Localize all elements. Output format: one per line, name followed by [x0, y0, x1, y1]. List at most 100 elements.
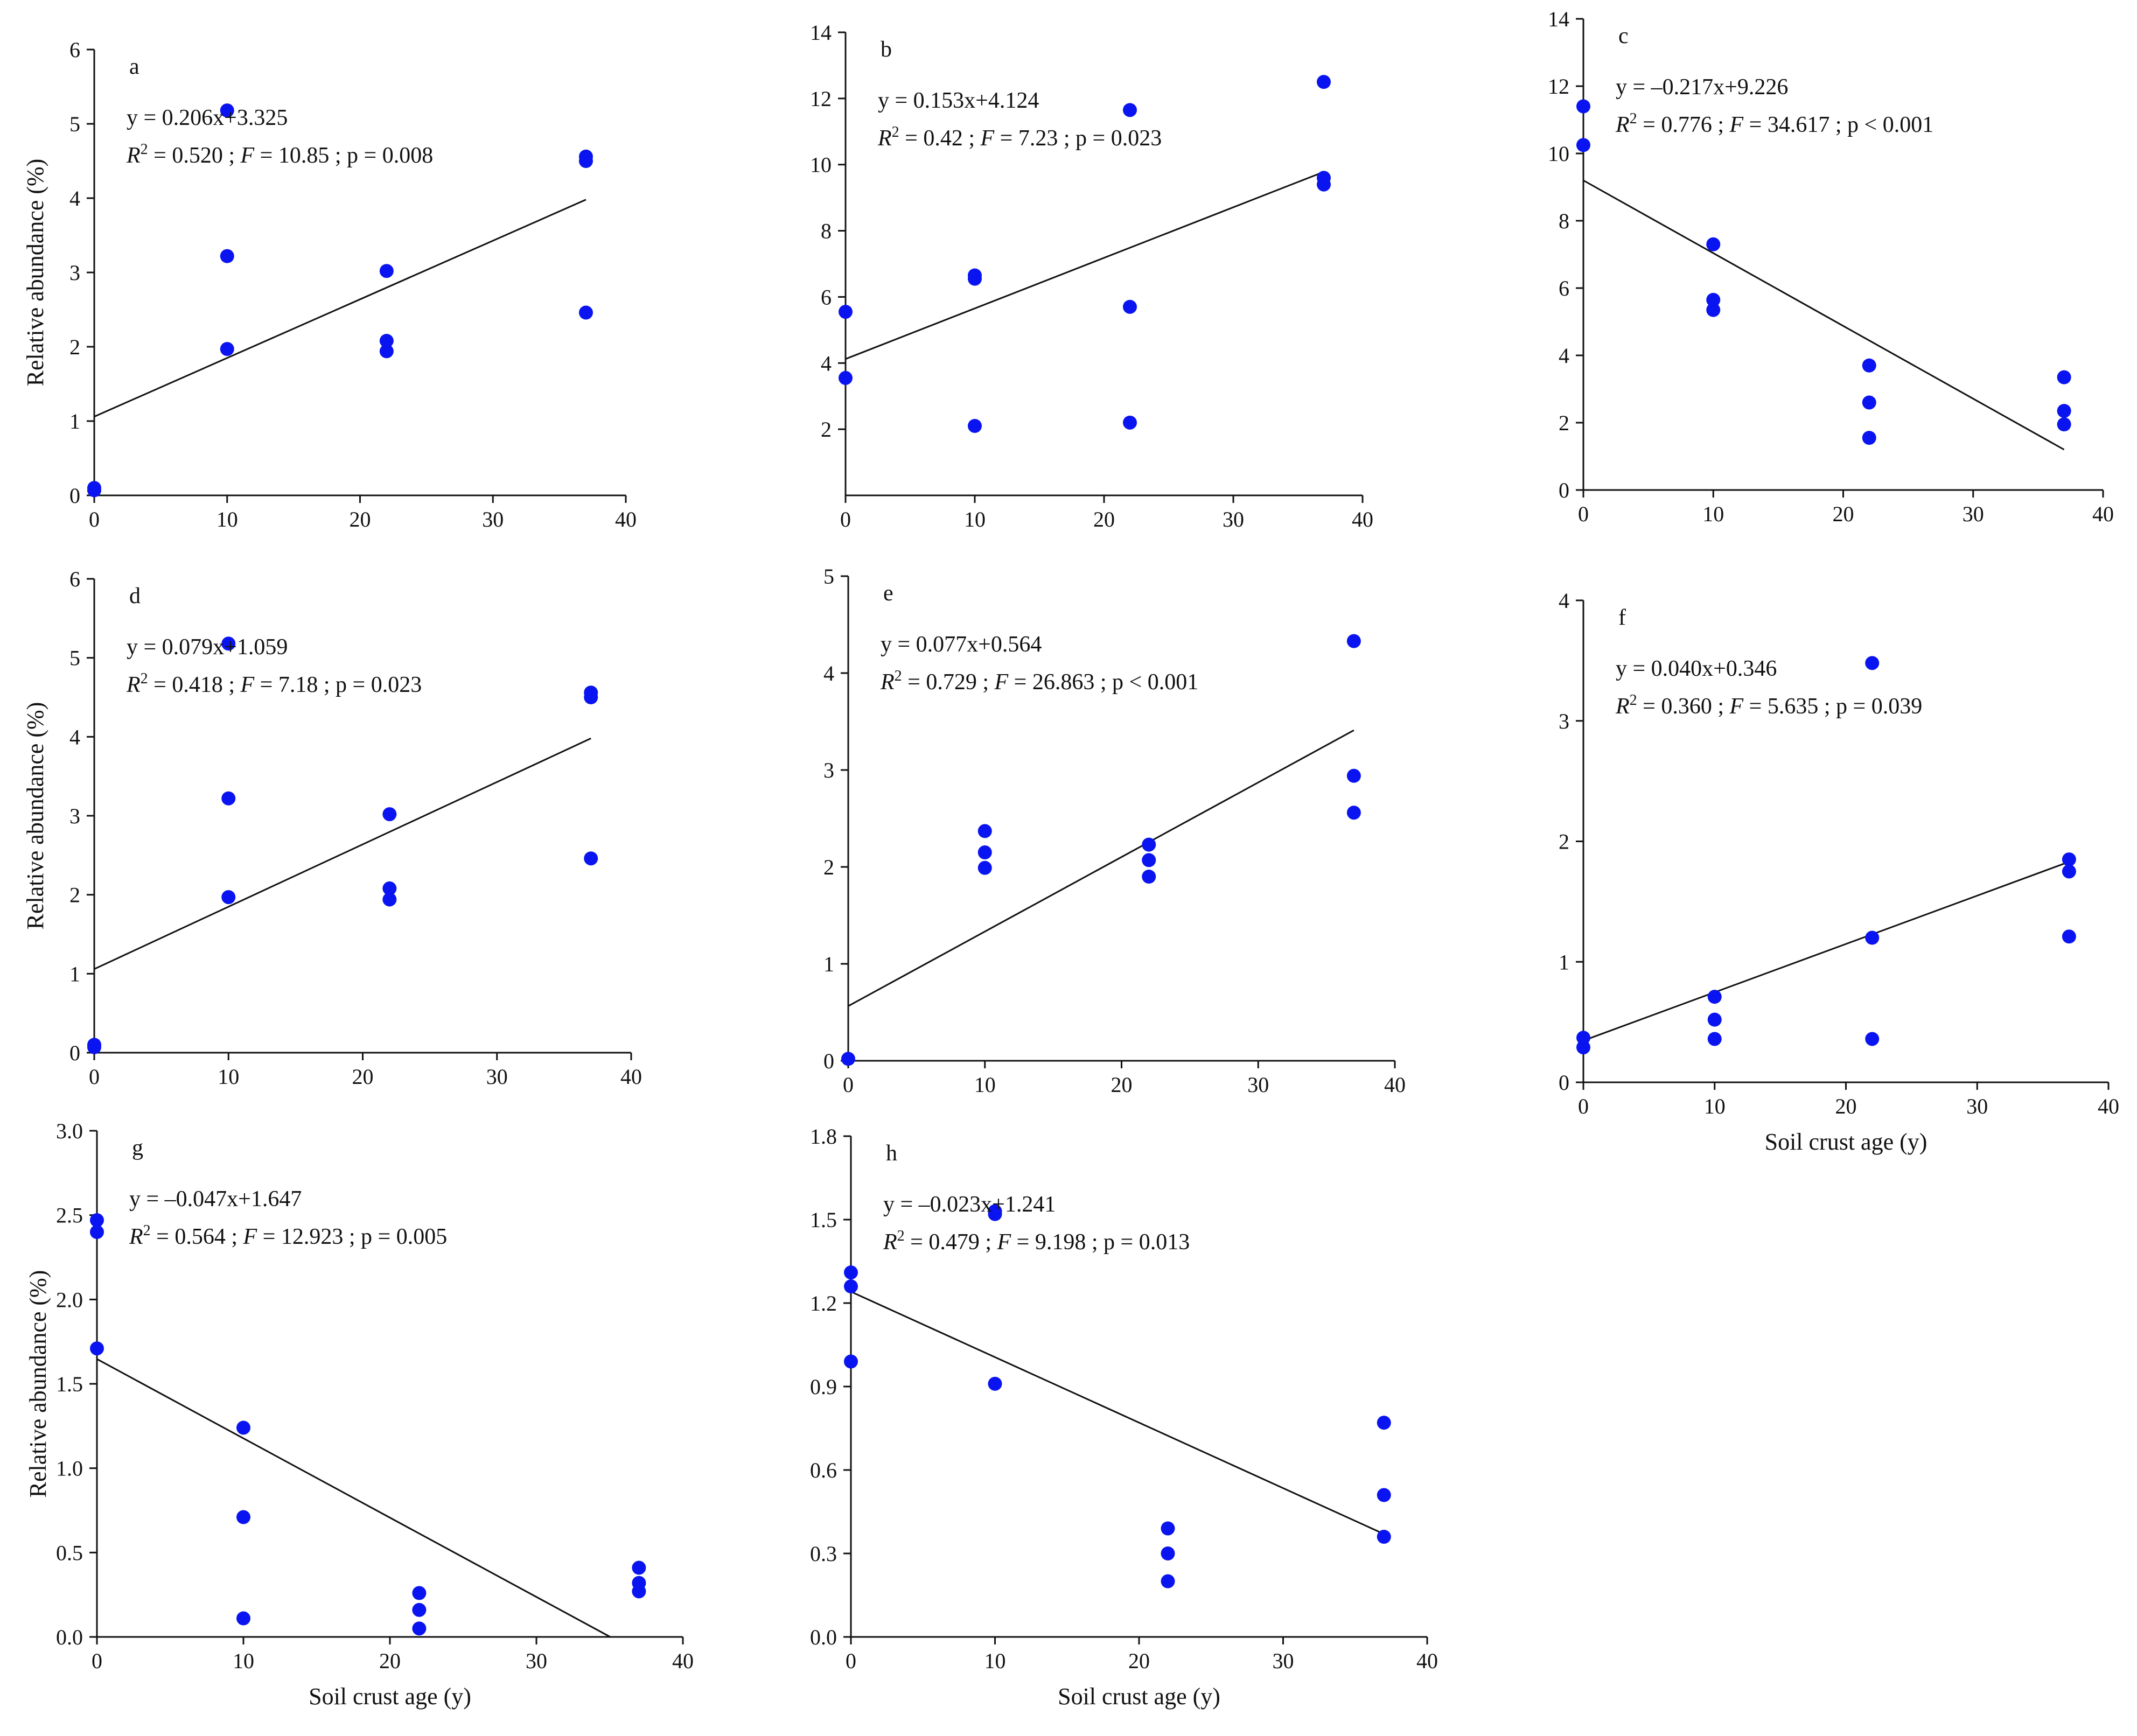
regression-stats: R2 = 0.42 ; F = 7.23 ; p = 0.023: [877, 124, 1162, 151]
regression-line: [94, 199, 586, 418]
data-point: [1123, 299, 1137, 314]
x-tick-label: 20: [1835, 1094, 1857, 1118]
x-tick-label: 10: [964, 507, 986, 531]
data-point: [1707, 1032, 1722, 1046]
data-point: [90, 1213, 104, 1228]
y-tick-label: 4: [821, 351, 832, 375]
data-point: [839, 305, 853, 319]
data-point: [1706, 303, 1721, 317]
y-tick-label: 1: [1559, 950, 1569, 974]
x-tick-label: 0: [89, 1065, 100, 1089]
y-tick-label: 14: [810, 20, 832, 45]
y-axis-title: Relative abundance (%): [22, 702, 48, 930]
data-point: [2062, 852, 2076, 867]
data-point: [578, 154, 593, 168]
data-point: [90, 1341, 104, 1356]
y-tick-label: 2: [1559, 411, 1569, 435]
y-tick-label: 8: [1559, 209, 1569, 233]
regression-line: [96, 1358, 611, 1638]
panel-letter: e: [883, 581, 893, 606]
data-point: [1706, 292, 1721, 307]
p-value: p = 0.023: [1076, 126, 1162, 151]
data-point: [632, 1560, 646, 1575]
x-axis-title: Soil crust age (y): [309, 1683, 471, 1710]
regression-equation: y = 0.040x+0.346: [1616, 656, 1777, 681]
data-point: [988, 1207, 1002, 1221]
p-value: p = 0.039: [1836, 694, 1922, 719]
regression-equation: y = –0.047x+1.647: [129, 1187, 302, 1212]
y-tick-label: 1.5: [56, 1372, 83, 1396]
y-tick-label: 1: [823, 952, 834, 976]
panel-letter: h: [886, 1141, 897, 1166]
x-tick-label: 30: [1963, 502, 1984, 526]
y-tick-label: 0: [69, 1041, 80, 1065]
x-tick-label: 30: [486, 1065, 508, 1089]
y-tick-label: 12: [1548, 74, 1569, 99]
y-tick-label: 3: [69, 804, 80, 828]
x-tick-label: 20: [379, 1649, 401, 1673]
regression-line: [94, 737, 591, 970]
p-value: p = 0.008: [347, 143, 433, 168]
data-point: [578, 305, 593, 320]
data-point: [1707, 990, 1722, 1004]
regression-equation: y = 0.079x+1.059: [127, 635, 288, 660]
p-value: p = 0.013: [1104, 1230, 1190, 1255]
x-tick-label: 30: [1273, 1649, 1294, 1673]
y-tick-label: 2: [69, 883, 80, 907]
r2-value: 0.42: [923, 126, 963, 151]
data-point: [1161, 1574, 1175, 1588]
y-tick-label: 4: [69, 186, 80, 211]
y-tick-label: 8: [821, 219, 832, 243]
y-tick-label: 0: [823, 1049, 834, 1073]
data-point: [1706, 237, 1721, 251]
r2-value: 0.564: [174, 1224, 226, 1249]
data-point: [412, 1621, 427, 1636]
data-point: [220, 342, 234, 356]
x-tick-label: 0: [846, 1649, 856, 1673]
data-point: [412, 1602, 427, 1617]
data-point: [1142, 853, 1156, 867]
y-axis-title: Relative abundance (%): [22, 159, 48, 387]
y-tick-label: 10: [810, 153, 832, 177]
data-point: [1346, 768, 1361, 783]
y-tick-label: 6: [1559, 276, 1569, 300]
y-tick-label: 1: [69, 409, 80, 433]
data-point: [1576, 1040, 1590, 1055]
x-tick-label: 40: [615, 507, 637, 531]
data-point: [584, 851, 598, 866]
y-tick-label: 3: [1559, 709, 1569, 733]
regression-equation: y = –0.217x+9.226: [1616, 75, 1788, 100]
p-value: p < 0.001: [1847, 113, 1933, 137]
r2-value: 0.479: [928, 1230, 980, 1255]
regression-stats: R2 = 0.418 ; F = 7.18 ; p = 0.023: [126, 670, 422, 697]
y-tick-label: 0: [1559, 1070, 1569, 1095]
x-tick-label: 10: [984, 1649, 1006, 1673]
chart-panel-d: 0 10 20 30 40 0 1 2 3 4 5 6 d y = 0.079x+1.059 R2 = 0.…: [22, 567, 642, 1089]
panel-letter: c: [1618, 24, 1629, 48]
r2-value: 0.418: [172, 673, 223, 697]
chart-panel-h: 0 10 20 30 40 0.0 0.3 0.6 0.9 1.2 1.5 1.8 h y = –0.02…: [810, 1124, 1438, 1710]
data-point: [977, 824, 992, 838]
x-tick-label: 20: [1111, 1073, 1133, 1097]
regression-stats: R2 = 0.729 ; F = 26.863 ; p < 0.001: [880, 668, 1198, 695]
data-point: [1161, 1546, 1175, 1560]
data-point: [1576, 138, 1590, 152]
y-tick-label: 0.9: [810, 1375, 837, 1399]
panel-letter: d: [129, 584, 141, 608]
f-value: 5.635: [1768, 694, 1819, 719]
y-tick-label: 3: [823, 758, 834, 782]
f-value: 26.863: [1032, 670, 1095, 695]
data-point: [87, 1038, 101, 1052]
data-point: [220, 249, 234, 263]
x-tick-label: 30: [482, 507, 504, 531]
x-tick-label: 20: [1093, 507, 1115, 531]
data-point: [236, 1420, 250, 1435]
y-tick-label: 1: [69, 962, 80, 986]
chart-panel-e: 0 10 20 30 40 0 1 2 3 4 5 e y = 0.077x+0.564 R2 = 0.7…: [823, 564, 1406, 1097]
y-tick-label: 2: [69, 335, 80, 359]
chart-panel-b: 0 10 20 30 40 2 4 6 8 10 12 14 b y = 0.153x+4.124 R2 =…: [810, 20, 1373, 531]
data-point: [87, 481, 101, 495]
y-tick-label: 5: [823, 564, 834, 589]
y-tick-label: 1.8: [810, 1124, 837, 1149]
